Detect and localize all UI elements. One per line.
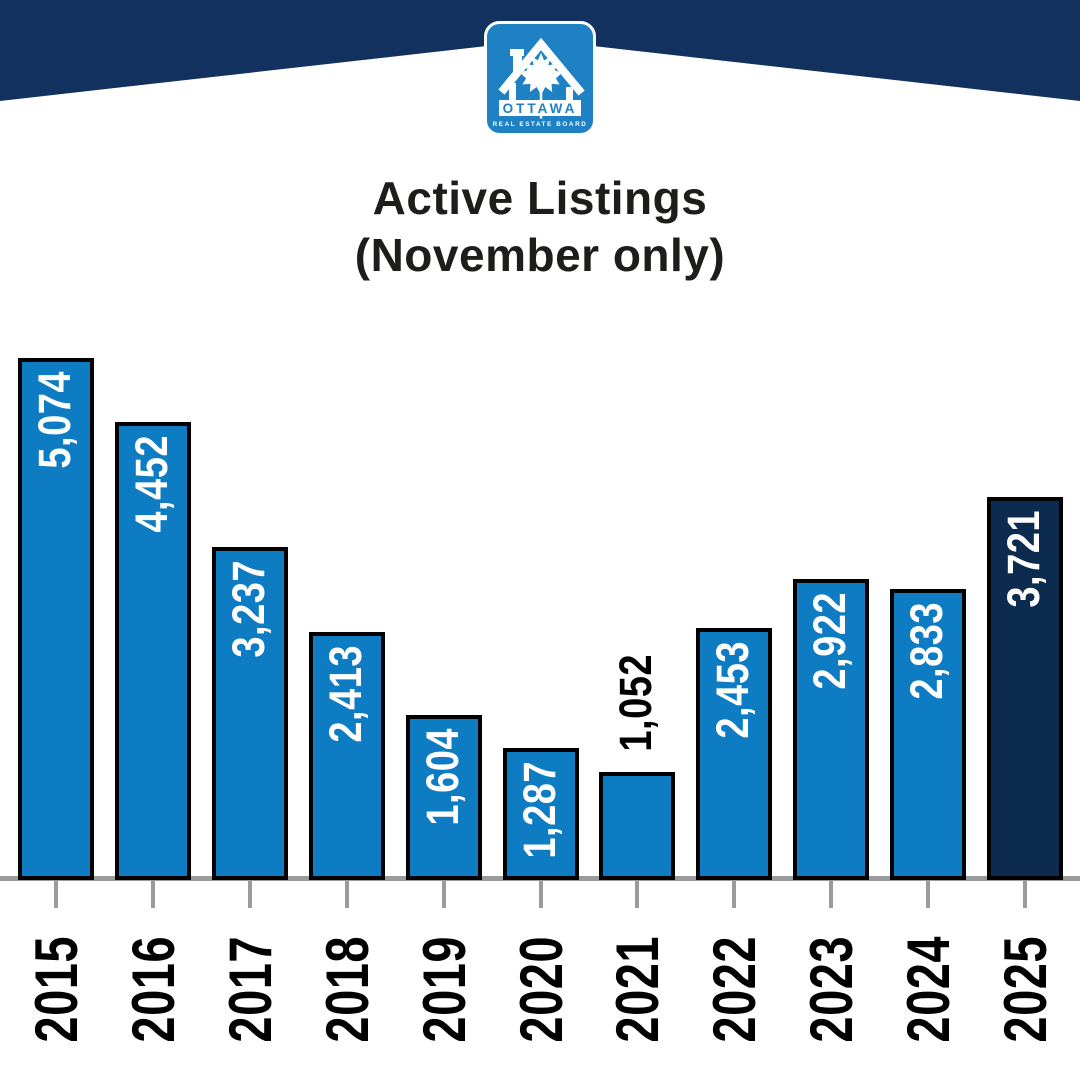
x-tick-label: 2022	[700, 936, 769, 1043]
x-tick-label: 2021	[603, 936, 672, 1043]
axis-tick	[344, 881, 349, 908]
x-tick-label: 2016	[118, 936, 187, 1043]
bar-value-label: 4,452	[127, 435, 178, 533]
bar-value-label: 1,052	[611, 654, 662, 752]
bar-2018	[308, 632, 385, 880]
x-tick-label: 2015	[22, 936, 90, 1043]
bar-2015	[18, 358, 94, 880]
bar-2021	[599, 772, 676, 880]
x-tick-label: 2018	[312, 936, 381, 1043]
logo-name-bar	[499, 100, 581, 116]
x-tick-label: 2020	[506, 936, 575, 1043]
bar-2023	[793, 579, 870, 880]
bar-2020	[502, 748, 579, 880]
axis-tick	[247, 881, 252, 908]
bar-2024	[890, 589, 967, 880]
bar-value-label: 3,721	[999, 510, 1050, 608]
axis-tick	[1023, 881, 1027, 908]
house-left-wall	[509, 83, 516, 104]
bar-value-label: 2,453	[708, 641, 759, 739]
house-right-wall	[566, 87, 573, 104]
bar-value-label: 2,413	[320, 645, 372, 743]
x-tick-label: 2019	[409, 936, 478, 1043]
oreb-logo: OTTAWA REAL ESTATE BOARD	[484, 21, 596, 136]
bar-value-label: 5,074	[30, 371, 81, 469]
bar-2025	[987, 497, 1063, 880]
axis-tick	[538, 881, 543, 908]
bar-value-label: 1,287	[514, 761, 566, 859]
chimney-cap-icon	[510, 49, 524, 56]
x-tick-label: 2023	[797, 936, 866, 1043]
bar-2017	[211, 547, 288, 880]
logo-org-subtitle: REAL ESTATE BOARD	[493, 121, 588, 128]
axis-tick	[635, 881, 640, 908]
bar-value-label: 1,604	[417, 728, 469, 826]
axis-tick	[150, 881, 155, 908]
logo-org-name: OTTAWA	[503, 101, 578, 116]
chart-title-line2: (November only)	[354, 229, 726, 281]
chimney-icon	[513, 54, 522, 73]
bar-2016	[114, 422, 191, 880]
house-roof-icon	[498, 37, 585, 96]
axis-tick	[441, 881, 446, 908]
header-band	[0, 0, 1080, 101]
x-tick-label: 2024	[894, 936, 963, 1043]
chart-title: Active Listings (November only)	[0, 170, 1080, 284]
axis-tick	[54, 881, 58, 908]
bar-2022	[696, 628, 773, 880]
x-tick-label: 2017	[215, 936, 284, 1043]
header-band-shape	[0, 0, 1080, 101]
axis-tick	[732, 881, 737, 908]
x-tick-label: 2025	[991, 936, 1059, 1043]
bar-value-label: 2,922	[805, 592, 856, 690]
chart-title-line1: Active Listings	[372, 172, 708, 224]
bar-value-label: 2,833	[902, 602, 953, 700]
bar-2019	[405, 715, 482, 880]
bar-value-label: 3,237	[223, 560, 275, 658]
axis-tick	[926, 881, 931, 908]
axis-tick	[829, 881, 834, 908]
